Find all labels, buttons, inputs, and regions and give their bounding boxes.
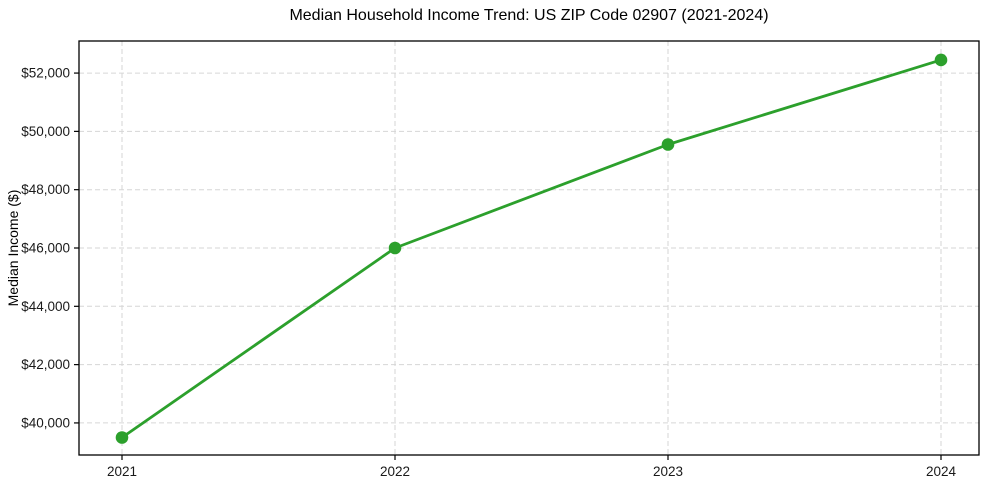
x-tick-label: 2024 (926, 464, 957, 479)
y-tick-label: $46,000 (21, 241, 70, 256)
y-tick-label: $40,000 (21, 415, 70, 430)
y-tick-label: $44,000 (21, 299, 70, 314)
x-tick-label: 2022 (380, 464, 410, 479)
y-tick-label: $48,000 (21, 182, 70, 197)
x-tick-label: 2021 (107, 464, 137, 479)
data-point-2024 (934, 53, 948, 67)
data-point-2023 (661, 138, 675, 151)
x-tick-label: 2023 (653, 464, 683, 479)
y-tick-label: $52,000 (21, 66, 70, 81)
data-point-2021 (115, 431, 129, 444)
data-point-2022 (388, 241, 402, 255)
trend-line (120, 58, 943, 439)
y-tick-label: $42,000 (21, 357, 70, 372)
chart-title: Median Household Income Trend: US ZIP Co… (289, 7, 769, 24)
plot-frame (78, 40, 980, 456)
y-tick-label: $50,000 (21, 124, 70, 139)
